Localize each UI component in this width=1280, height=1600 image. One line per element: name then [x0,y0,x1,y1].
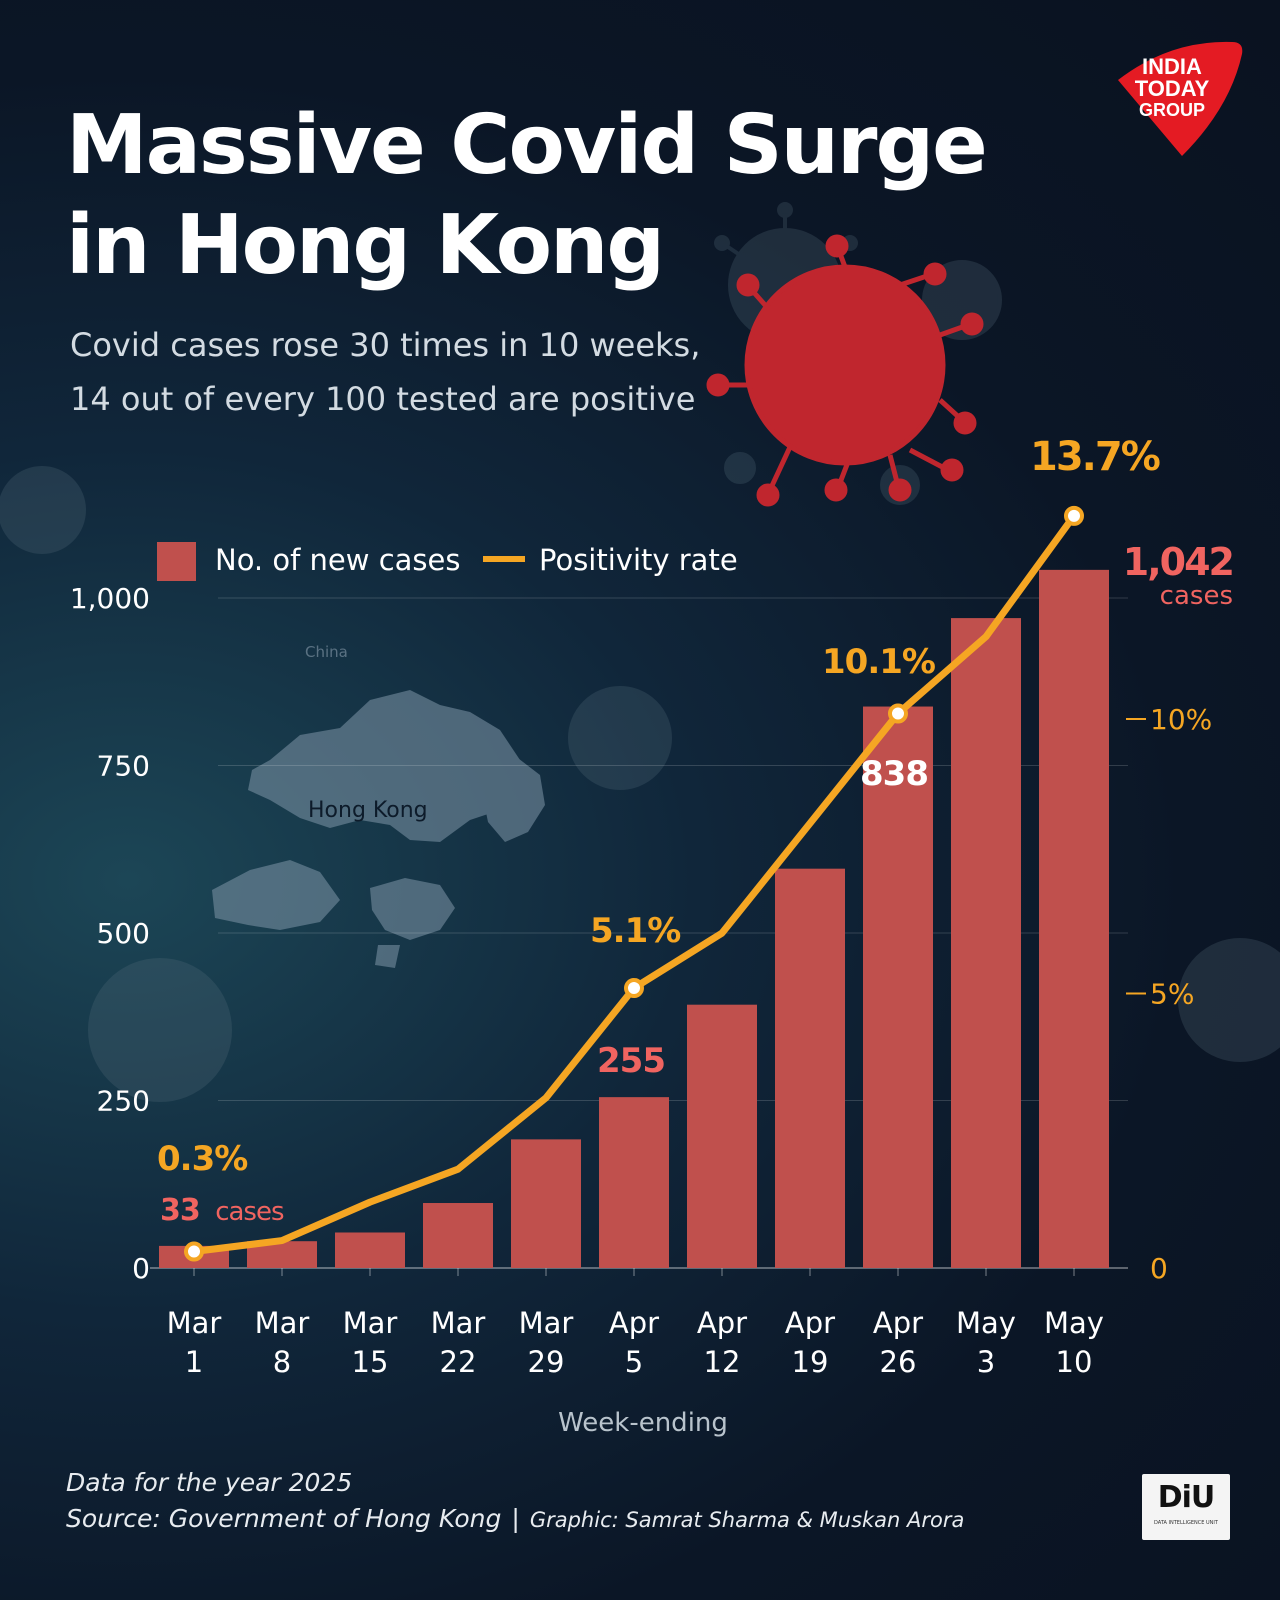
x-tick-label: Apr [609,1306,659,1340]
x-axis-title: Week-ending [558,1408,728,1438]
data-point [1064,505,1084,526]
data-point [624,978,644,999]
secondary-y-tick-label: 0 [1150,1252,1168,1285]
data-point [888,703,908,724]
annotation-cases-may10: 1,042 [1123,540,1233,584]
x-tick-label: 10 [1056,1345,1093,1379]
logo-line-1: INDIA [1142,54,1202,79]
x-tick-label: 8 [273,1345,291,1379]
x-tick-label: 12 [704,1345,741,1379]
y-tick-label: 250 [97,1085,150,1118]
bar-series [159,569,1109,1268]
bar [1039,569,1109,1268]
legend-label-rate: Positivity rate [539,543,738,577]
y-tick-label: 500 [97,917,150,950]
line-series [184,505,1084,1262]
annotations: 0.3% 33 cases 5.1% 255 10.1% 838 13.7% 1… [157,434,1235,1228]
diu-logo: DiU DATA INTELLIGENCE UNIT [1142,1474,1230,1540]
x-tick-label: Mar [431,1306,486,1340]
subtitle-line-1: Covid cases rose 30 times in 10 weeks, [70,326,701,364]
x-tick-label: Apr [873,1306,923,1340]
bar [335,1232,405,1268]
x-tick-label: Mar [343,1306,398,1340]
legend-label-cases: No. of new cases [215,543,460,577]
source-text: Source: Government of Hong Kong [66,1504,502,1533]
secondary-y-tick-label: 10% [1150,703,1212,736]
annotation-rate-may10: 13.7% [1030,434,1160,480]
legend: No. of new cases Positivity rate [157,542,738,581]
bar [775,868,845,1268]
legend-swatch-cases [157,542,196,581]
bar [511,1139,581,1268]
y-axis: 0 250 500 750 1,000 [70,582,150,1285]
x-tick-label: May [956,1306,1016,1340]
x-tick-label: Mar [519,1306,574,1340]
x-tick-label: Apr [785,1306,835,1340]
diu-logo-subtext: DATA INTELLIGENCE UNIT [1154,1520,1218,1526]
footer-note: Data for the year 2025 [66,1468,353,1497]
x-tick-label: 19 [792,1345,829,1379]
graphic-credit: Graphic: Samrat Sharma & Muskan Arora [529,1508,965,1532]
x-tick-label: 29 [528,1345,565,1379]
x-tick-label: 15 [352,1345,389,1379]
annotation-cases-apr5: 255 [597,1041,665,1081]
map-label-china: China [305,643,348,661]
x-tick-label: 22 [440,1345,477,1379]
y-tick-label: 750 [97,750,150,783]
logo-line-2: TODAY [1135,76,1210,101]
x-tick-label: 26 [880,1345,917,1379]
title-line-1: Massive Covid Surge [66,98,988,193]
logo-line-3: GROUP [1139,100,1205,120]
map-label-hong-kong: Hong Kong [308,798,428,823]
svg-text:33 cases: 33 cases [160,1193,284,1228]
x-tick-label: 5 [625,1345,643,1379]
x-axis: Mar 1 Mar 8 Mar 15 Mar 22 Mar 29 Apr 5 Apr 12 Apr 19 Apr… [167,1268,1104,1379]
bar [423,1203,493,1268]
bar [687,1004,757,1268]
annotation-cases-mar1: 33 [160,1193,200,1228]
x-tick-label: May [1044,1306,1104,1340]
title-line-2: in Hong Kong [66,198,665,293]
data-point [184,1241,204,1262]
diu-logo-text: DiU [1157,1480,1216,1515]
annotation-rate-apr5: 5.1% [590,911,680,951]
x-tick-label: 3 [977,1345,995,1379]
x-tick-label: Apr [697,1306,747,1340]
virus-icon [706,234,984,507]
y-tick-label: 0 [132,1252,150,1285]
annotation-cases-apr26: 838 [860,754,928,794]
india-today-logo: INDIA TODAY GROUP [1118,41,1243,156]
footer-source: Source: Government of Hong Kong | Graphic:… [66,1504,964,1533]
y-tick-label: 1,000 [70,582,150,615]
annotation-rate-mar1: 0.3% [157,1139,247,1179]
hong-kong-map-icon [212,690,545,968]
bar [599,1097,669,1268]
page-title: Massive Covid Surge in Hong Kong [66,96,988,296]
annotation-rate-apr26: 10.1% [822,642,935,682]
annotation-cases-unit-may10: cases [1160,581,1233,611]
subtitle: Covid cases rose 30 times in 10 weeks, 1… [70,318,700,426]
secondary-y-axis: 0 5% 10% [1126,703,1212,1285]
footer-separator: | [511,1504,520,1533]
x-tick-label: 1 [185,1345,203,1379]
annotation-cases-unit-mar1: cases [215,1197,284,1227]
x-tick-label: Mar [255,1306,310,1340]
bar [951,618,1021,1268]
secondary-y-tick-label: 5% [1150,978,1194,1011]
x-tick-label: Mar [167,1306,222,1340]
background-decor: China Hong Kong [0,202,1280,1102]
subtitle-line-2: 14 out of every 100 tested are positive [70,380,696,418]
bar [863,706,933,1268]
